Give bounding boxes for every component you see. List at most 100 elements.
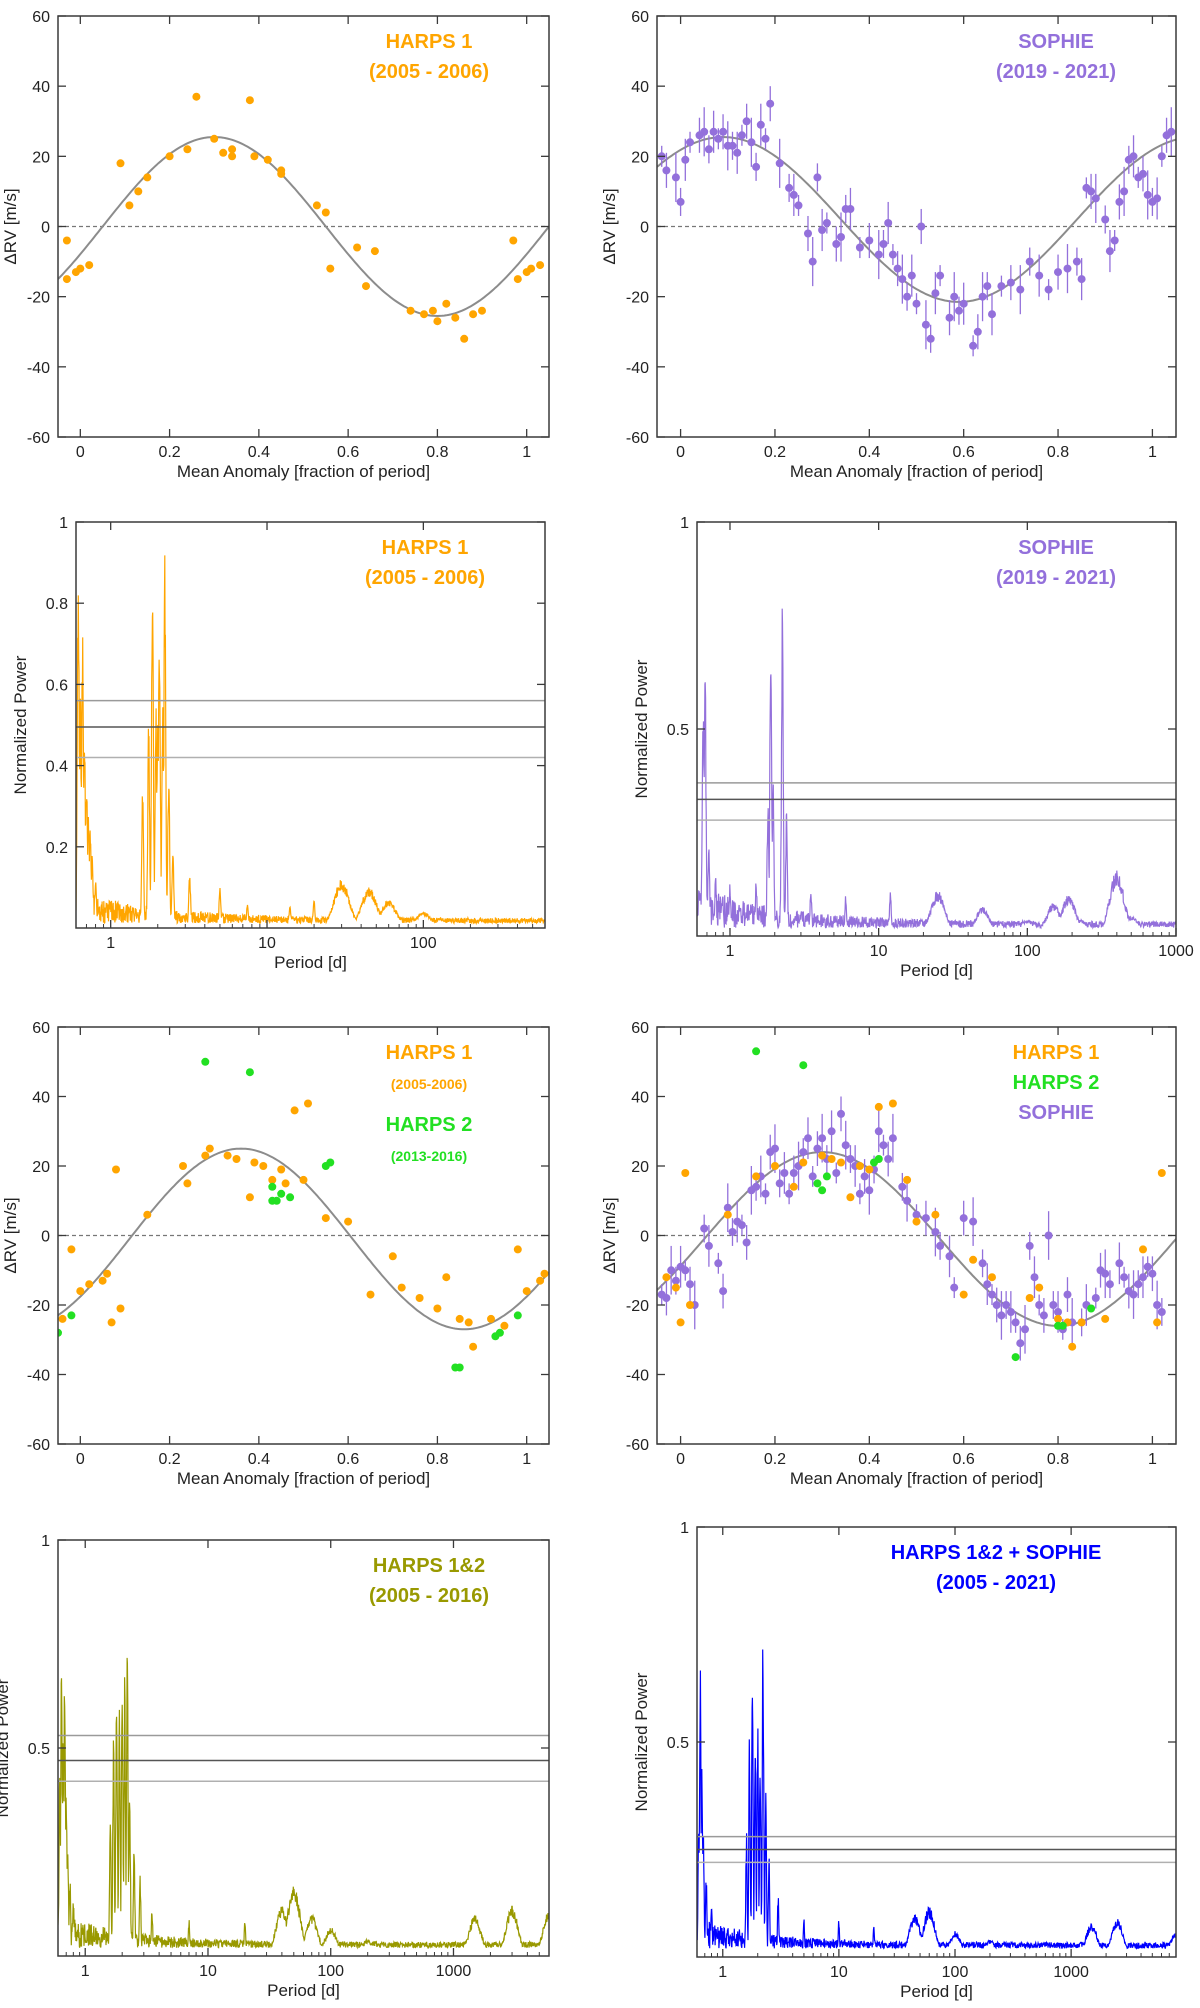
- data-point: [785, 183, 794, 192]
- data-point: [522, 1287, 531, 1296]
- data-point: [210, 134, 219, 143]
- data-point: [76, 1287, 85, 1296]
- x-tick-label: 0.4: [248, 1451, 270, 1468]
- x-axis-label: Period [d]: [900, 1982, 973, 2001]
- data-point: [192, 92, 201, 101]
- data-point: [723, 1203, 732, 1212]
- y-tick-label: 1: [59, 515, 68, 532]
- data-point: [259, 1162, 268, 1170]
- data-point: [1025, 257, 1034, 266]
- data-point: [103, 1269, 112, 1278]
- data-point: [312, 201, 321, 210]
- data-point: [245, 96, 254, 105]
- data-point: [846, 205, 855, 213]
- data-point: [1129, 152, 1138, 161]
- y-tick-label: 0: [640, 1229, 649, 1246]
- data-point: [299, 1175, 308, 1184]
- x-tick-label: 0.6: [337, 1451, 359, 1468]
- legend-text: HARPS 1: [382, 537, 469, 559]
- x-axis-label: Mean Anomaly [fraction of period]: [177, 1469, 430, 1488]
- data-point: [799, 1061, 808, 1070]
- data-point: [344, 1217, 353, 1226]
- data-point: [442, 299, 451, 308]
- x-axis-label: Period [d]: [900, 961, 973, 980]
- data-point: [495, 1328, 504, 1337]
- y-axis-label: ΔRV [m/s]: [600, 188, 619, 264]
- data-point: [125, 201, 134, 210]
- data-point: [912, 1210, 921, 1219]
- x-tick-label: 1: [106, 935, 115, 952]
- series-sophie: [657, 86, 1176, 357]
- series-harps-1: [58, 1099, 549, 1351]
- data-point: [143, 173, 152, 182]
- x-tick-label: 0.4: [248, 444, 270, 461]
- data-point: [1148, 1269, 1157, 1278]
- data-point: [1134, 1280, 1143, 1289]
- data-point: [67, 1245, 76, 1254]
- data-point: [1039, 1311, 1048, 1320]
- data-point: [321, 208, 330, 217]
- y-tick-label: -60: [27, 430, 50, 447]
- x-tick-label: 0: [676, 1451, 685, 1468]
- data-point: [761, 1189, 770, 1198]
- y-axis-label: Normalized Power: [632, 1672, 651, 1811]
- x-tick-label: 0.2: [764, 1451, 786, 1468]
- x-tick-label: 0.8: [1047, 1451, 1069, 1468]
- data-point: [921, 320, 930, 329]
- data-point: [799, 1158, 808, 1167]
- data-point: [1153, 1301, 1162, 1309]
- data-point: [766, 99, 775, 108]
- data-point: [983, 282, 992, 291]
- data-point: [362, 282, 370, 291]
- plot-area: [697, 608, 1176, 930]
- periodogram-line: [697, 1649, 1176, 1950]
- y-axis-label: Normalized Power: [0, 1678, 12, 1817]
- data-point: [1016, 1339, 1025, 1348]
- y-tick-label: -40: [27, 360, 50, 377]
- data-point: [681, 155, 690, 164]
- y-axis-label: ΔRV [m/s]: [1, 1197, 20, 1273]
- legend-text: HARPS 1: [386, 1042, 473, 1064]
- data-point: [277, 1189, 286, 1198]
- y-tick-label: 40: [631, 79, 649, 96]
- data-point: [1025, 1294, 1034, 1302]
- data-point: [201, 1057, 210, 1066]
- data-point: [671, 1276, 680, 1285]
- y-tick-label: 0.2: [46, 840, 68, 857]
- data-point: [879, 1141, 888, 1150]
- y-tick-label: 0.5: [667, 1735, 689, 1752]
- x-tick-label: 0.8: [426, 444, 448, 461]
- data-point: [183, 1179, 192, 1188]
- data-point: [846, 1155, 855, 1163]
- data-point: [780, 1169, 789, 1177]
- data-point: [841, 1141, 850, 1150]
- data-point: [822, 219, 831, 227]
- x-tick-label: 0.2: [764, 444, 786, 461]
- data-point: [143, 1210, 152, 1219]
- data-point: [950, 292, 959, 301]
- data-point: [742, 117, 751, 126]
- data-point: [959, 1214, 968, 1223]
- data-point: [756, 120, 765, 129]
- data-point: [1105, 1280, 1114, 1289]
- data-point: [268, 1182, 277, 1191]
- x-tick-label: 0.8: [1047, 444, 1069, 461]
- data-point: [837, 1158, 845, 1167]
- data-point: [709, 127, 718, 136]
- data-point: [58, 1328, 62, 1337]
- y-tick-label: 40: [32, 1090, 50, 1107]
- legend-text: HARPS 1: [386, 31, 473, 53]
- data-point: [464, 1318, 473, 1327]
- x-tick-label: 10: [199, 1963, 217, 1980]
- y-tick-label: 20: [32, 1159, 50, 1176]
- data-point: [62, 275, 71, 284]
- data-point: [433, 1304, 442, 1313]
- data-point: [1157, 1308, 1166, 1316]
- data-point: [789, 1182, 798, 1191]
- data-point: [827, 1127, 836, 1136]
- data-point: [959, 1290, 968, 1299]
- y-tick-label: -40: [626, 1368, 649, 1385]
- data-point: [884, 219, 893, 227]
- data-point: [277, 1165, 286, 1174]
- data-point: [978, 292, 987, 301]
